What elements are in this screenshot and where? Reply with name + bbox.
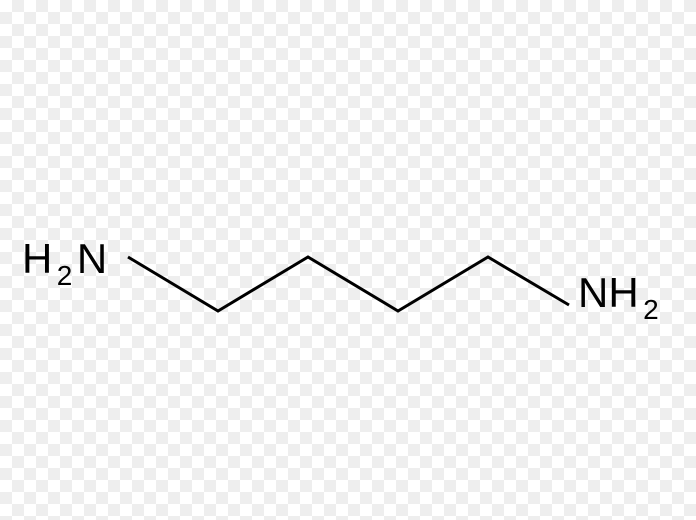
right-sub2: 2 bbox=[643, 294, 659, 325]
left-H: H bbox=[22, 235, 52, 282]
left-amine-label: H 2 N bbox=[22, 235, 107, 291]
canvas: { "molecule":{ "type":"skeletal-structur… bbox=[0, 0, 696, 520]
left-sub2: 2 bbox=[57, 260, 73, 291]
structure-svg: H 2 N NH 2 bbox=[0, 0, 696, 520]
right-amine-label: NH 2 bbox=[578, 269, 659, 325]
left-N: N bbox=[77, 235, 107, 282]
right-NH: NH bbox=[578, 269, 639, 316]
carbon-chain bbox=[128, 257, 569, 311]
